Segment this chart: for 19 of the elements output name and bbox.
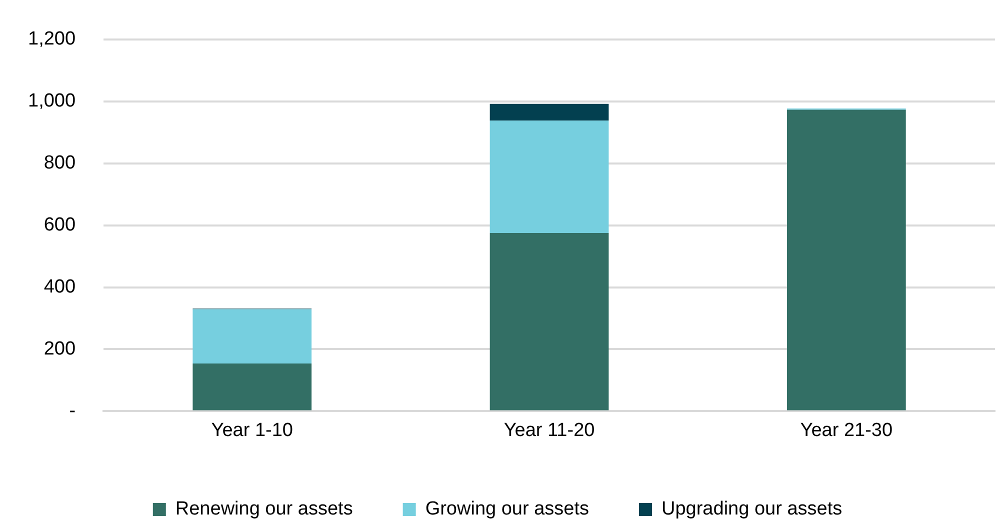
y-tick-label: 1,000 bbox=[28, 90, 76, 112]
x-tick-label: Year 11-20 bbox=[504, 420, 595, 441]
bar bbox=[490, 233, 609, 410]
x-tick-label: Year 1-10 bbox=[211, 420, 293, 441]
bar bbox=[490, 120, 609, 234]
y-tick-label: 400 bbox=[44, 276, 76, 298]
bar bbox=[192, 309, 312, 364]
y-tick-label: 1,200 bbox=[28, 28, 76, 50]
legend-label: Renewing our assets bbox=[175, 498, 353, 520]
y-tick-label: 800 bbox=[44, 152, 76, 174]
bar bbox=[490, 104, 609, 121]
y-tick-label: 600 bbox=[44, 214, 76, 236]
bar bbox=[786, 110, 906, 410]
y-tick-label: - bbox=[69, 400, 76, 422]
x-tick-label: Year 21-30 bbox=[800, 420, 893, 441]
legend-label: Upgrading our assets bbox=[662, 498, 842, 520]
legend-label: Growing our assets bbox=[425, 498, 590, 520]
bar bbox=[192, 363, 312, 410]
y-tick-label: 200 bbox=[44, 338, 76, 360]
